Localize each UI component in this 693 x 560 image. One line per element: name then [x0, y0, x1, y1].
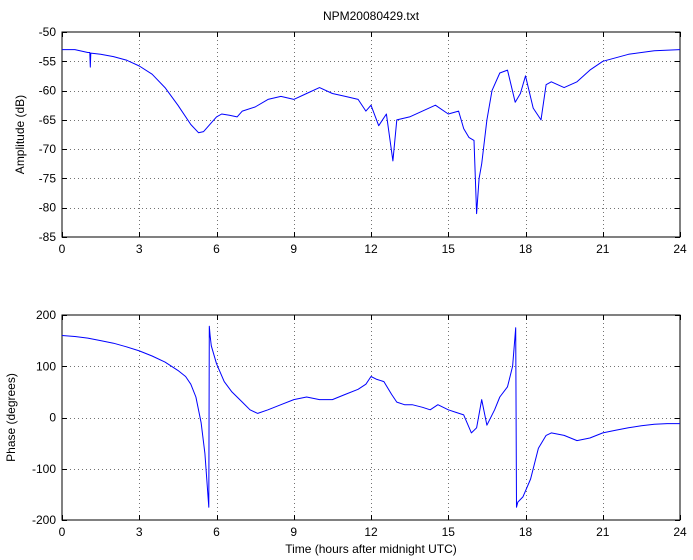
- phase-y-tick-label: 0: [49, 411, 56, 425]
- phase-plot-area: [61, 314, 681, 521]
- phase-y-axis-label: Phase (degrees): [4, 373, 18, 462]
- amplitude-y-tick-label: -60: [39, 84, 57, 98]
- phase-y-tick-labels: -200 -100 0 100 200: [32, 308, 56, 527]
- phase-x-axis-label: Time (hours after midnight UTC): [285, 542, 457, 556]
- amplitude-x-tick-label: 0: [59, 242, 66, 256]
- amplitude-series: [62, 49, 681, 215]
- amplitude-y-tick-label: -80: [39, 201, 57, 215]
- amplitude-y-tick-labels: -85 -80 -75 -70 -65 -60 -55 -50: [39, 25, 57, 244]
- amplitude-x-tick-label: 6: [213, 242, 220, 256]
- amplitude-axes: 0 3 6 9 12 15 18 21 24 -85-80-75-70-65-60-55-50 …: [13, 9, 687, 256]
- phase-x-tick-label: 15: [442, 525, 456, 539]
- amplitude-ticks: [62, 32, 681, 238]
- phase-x-tick-label: 6: [213, 525, 220, 539]
- amplitude-y-tick-label: -70: [39, 142, 57, 156]
- amplitude-y-tick-label: -65: [39, 113, 57, 127]
- amplitude-x-tick-label: 12: [364, 242, 378, 256]
- phase-series: [61, 325, 680, 508]
- phase-x-tick-label: 21: [596, 525, 610, 539]
- amplitude-x-tick-label: 9: [290, 242, 297, 256]
- amplitude-x-tick-label: 21: [596, 242, 610, 256]
- amplitude-x-tick-label: 24: [673, 242, 687, 256]
- phase-y-tick-label: -100: [32, 462, 56, 476]
- amplitude-y-tick-label: -50: [39, 25, 57, 39]
- amplitude-x-tick-label: 15: [442, 242, 456, 256]
- phase-series-line: [61, 325, 680, 508]
- amplitude-x-tick-labels: 0 3 6 9 12 15 18 21 24: [59, 242, 687, 256]
- phase-x-tick-label: 18: [519, 525, 533, 539]
- amplitude-x-tick-label: 3: [136, 242, 143, 256]
- amplitude-series-line: [62, 49, 681, 215]
- phase-x-tick-label: 12: [364, 525, 378, 539]
- amplitude-grid: [62, 32, 680, 237]
- amplitude-y-tick-label: -75: [39, 171, 57, 185]
- phase-axes: 0 3 6 9 12 15 18 21 24 -200 -100 0 100 200 Time (hou…: [4, 308, 687, 556]
- phase-x-tick-labels: 0 3 6 9 12 15 18 21 24: [59, 525, 687, 539]
- phase-y-tick-label: -200: [32, 513, 56, 527]
- amplitude-plot-area: [61, 31, 681, 238]
- amplitude-y-tick-label: -55: [39, 54, 57, 68]
- phase-x-tick-label: 0: [59, 525, 66, 539]
- phase-x-tick-label: 24: [673, 525, 687, 539]
- phase-x-tick-label: 9: [290, 525, 297, 539]
- phase-grid: [62, 315, 680, 520]
- phase-x-tick-label: 3: [136, 525, 143, 539]
- phase-y-tick-label: 100: [36, 359, 56, 373]
- amplitude-y-axis-label: Amplitude (dB): [13, 95, 27, 174]
- amplitude-x-tick-label: 18: [519, 242, 533, 256]
- amplitude-chart-title: NPM20080429.txt: [323, 9, 420, 23]
- phase-ticks: [62, 315, 681, 521]
- amplitude-y-tick-label: -85: [39, 230, 57, 244]
- phase-y-tick-label: 200: [36, 308, 56, 322]
